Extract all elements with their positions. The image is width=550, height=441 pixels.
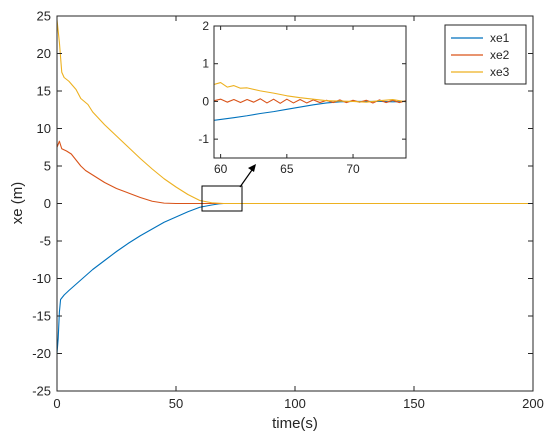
- inset-series-line-xe2: [214, 98, 406, 104]
- legend-label-xe2: xe2: [490, 48, 510, 62]
- y-tick-label: -15: [32, 309, 51, 324]
- y-axis-title: xe (m): [9, 182, 26, 225]
- legend-label-xe3: xe3: [490, 65, 510, 79]
- legend-items: xe1 xe2 xe3: [451, 31, 510, 79]
- y-tick-label: -10: [32, 271, 51, 286]
- zoom-box: [201, 185, 243, 212]
- x-tick-label: 0: [53, 396, 60, 411]
- inset-x-tick-label: 60: [214, 162, 228, 176]
- series-line-xe2: [57, 140, 533, 205]
- inset-series-line-xe3: [214, 82, 406, 103]
- y-tick-label: -5: [39, 234, 51, 249]
- legend-label-xe1: xe1: [490, 31, 510, 45]
- x-ticks: 0 50 100 150 200: [53, 16, 544, 411]
- y-tick-label: 25: [37, 9, 51, 24]
- y-tick-label: -20: [32, 346, 51, 361]
- inset-y-tick-label: 0: [202, 94, 209, 108]
- x-tick-label: 100: [284, 396, 306, 411]
- zoom-arrow-line: [239, 169, 253, 188]
- y-tick-label: 10: [37, 121, 51, 136]
- zoom-arrow-head: [248, 164, 256, 172]
- y-tick-label: -25: [32, 384, 51, 399]
- inset-x-ticks: 60 65 70: [214, 26, 360, 176]
- inset-frame: [213, 25, 407, 159]
- inset-y-tick-label: -1: [198, 132, 209, 146]
- main-series-group: [57, 19, 533, 354]
- inset-plot-area: [214, 26, 406, 158]
- inset-y-ticks: 2 1 0 -1: [198, 19, 406, 146]
- legend: xe1 xe2 xe3: [444, 24, 527, 85]
- inset-series-group: [214, 82, 406, 121]
- inset-x-tick-label: 70: [346, 162, 360, 176]
- y-tick-label: 0: [44, 196, 51, 211]
- x-tick-label: 50: [169, 396, 183, 411]
- series-line-xe1: [57, 202, 533, 354]
- x-tick-label: 200: [522, 396, 544, 411]
- y-tick-label: 20: [37, 46, 51, 61]
- inset-y-tick-label: 1: [202, 57, 209, 71]
- inset-y-tick-label: 2: [202, 19, 209, 33]
- y-tick-label: 5: [44, 159, 51, 174]
- inset-x-tick-label: 65: [280, 162, 294, 176]
- series-line-xe3: [57, 19, 533, 205]
- y-tick-label: 15: [37, 84, 51, 99]
- x-tick-label: 150: [403, 396, 425, 411]
- x-axis-title: time(s): [272, 415, 318, 432]
